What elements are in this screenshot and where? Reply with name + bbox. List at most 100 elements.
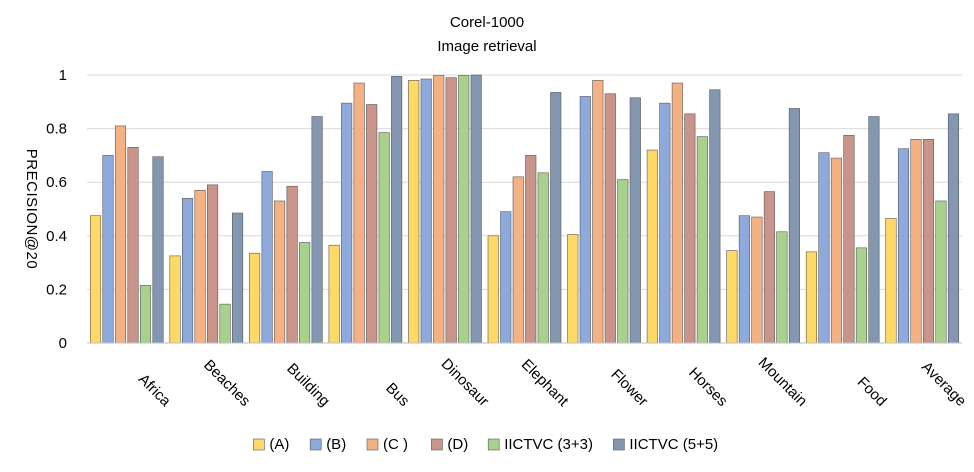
bar (922, 139, 935, 344)
bars (89, 74, 960, 344)
legend-label: (C ) (383, 436, 408, 453)
bar (617, 179, 629, 344)
category-label: Average (918, 358, 969, 409)
category-label: Horses (685, 364, 731, 410)
bar (855, 247, 867, 344)
category-label: Africa (135, 371, 175, 411)
category-label: Food (854, 374, 890, 410)
legend-swatch (431, 438, 443, 451)
bar (232, 212, 244, 344)
bar (604, 93, 616, 344)
legend-swatch (309, 438, 322, 451)
bar (659, 102, 671, 344)
bar (408, 80, 420, 344)
bar (182, 197, 194, 344)
bar (219, 303, 231, 344)
bar (487, 235, 499, 344)
bar (567, 234, 579, 344)
bar (445, 77, 457, 344)
bar (885, 218, 897, 344)
bar (935, 200, 947, 344)
bar (843, 135, 855, 344)
bar (102, 155, 114, 344)
bar (420, 78, 432, 344)
bar (433, 75, 445, 344)
bar (169, 255, 181, 344)
bar (328, 244, 340, 344)
bar (525, 155, 537, 344)
y-axis-label: PRECISION@20 (23, 149, 40, 269)
legend-swatch (366, 438, 379, 451)
y-tick-label: 0.8 (46, 121, 67, 138)
bar (458, 75, 470, 344)
legend-item: (C ) (366, 436, 408, 453)
bar (684, 113, 696, 344)
bar (512, 176, 524, 344)
y-tick-label: 0.4 (46, 228, 67, 245)
bar (579, 96, 591, 344)
bar (470, 74, 482, 344)
bar (353, 82, 365, 344)
bar (139, 285, 152, 344)
y-tick-label: 1 (59, 67, 67, 84)
bar (114, 125, 127, 344)
legend-label: IICTVC (3+3) (504, 436, 593, 453)
bar (763, 191, 775, 344)
legend-item: (D) (431, 436, 468, 453)
legend-item: (A) (253, 436, 289, 453)
legend-label: (D) (447, 436, 468, 453)
bar (776, 231, 788, 344)
bar (299, 242, 311, 344)
legend-label: IICTVC (5+5) (629, 436, 718, 453)
bar (910, 139, 922, 344)
bar (537, 172, 549, 344)
legend-item: IICTVC (3+3) (487, 436, 593, 453)
legend-item: (B) (309, 436, 346, 453)
legend-item: IICTVC (5+5) (613, 436, 718, 453)
chart-title: Corel-1000 (450, 14, 524, 31)
y-tick-label: 0 (59, 335, 67, 352)
bar (709, 89, 721, 344)
category-label: Flower (607, 366, 651, 410)
bar (868, 116, 880, 344)
bar (671, 82, 683, 344)
legend-swatch (613, 438, 625, 451)
bar (646, 149, 658, 344)
legend-swatch (253, 438, 265, 451)
bar (274, 200, 286, 344)
legend: (A) (B) (C ) (D) IICTVC (3+3) IICTVC (5+5) (253, 436, 718, 453)
category-label: Beaches (200, 357, 253, 410)
bar (378, 132, 390, 344)
y-tick-label: 0.6 (46, 174, 67, 191)
bar (550, 92, 562, 344)
category-label: Elephant (518, 356, 572, 410)
bar (194, 189, 206, 344)
bar (89, 215, 102, 344)
bar (805, 251, 817, 344)
bar (500, 211, 512, 344)
legend-label: (A) (269, 436, 289, 453)
bar (830, 157, 842, 344)
bar (207, 184, 219, 344)
legend-swatch (487, 438, 500, 451)
y-tick-label: 0.2 (46, 281, 67, 298)
bar (249, 252, 261, 344)
bar (286, 185, 298, 344)
bar (366, 104, 378, 344)
bar (788, 108, 800, 344)
bar (629, 97, 641, 344)
bar (391, 76, 403, 344)
category-label: Dinosaur (438, 355, 492, 409)
bar (947, 113, 960, 344)
bar (261, 171, 273, 344)
category-labels: Africa Beaches Building Bus Dinosaur Elephant… (135, 354, 970, 410)
category-label: Building (283, 360, 333, 410)
bar (726, 250, 738, 344)
category-label: Bus (382, 380, 412, 410)
bar (818, 152, 830, 344)
legend-label: (B) (326, 436, 346, 453)
bar (152, 156, 164, 344)
bar (751, 216, 763, 344)
